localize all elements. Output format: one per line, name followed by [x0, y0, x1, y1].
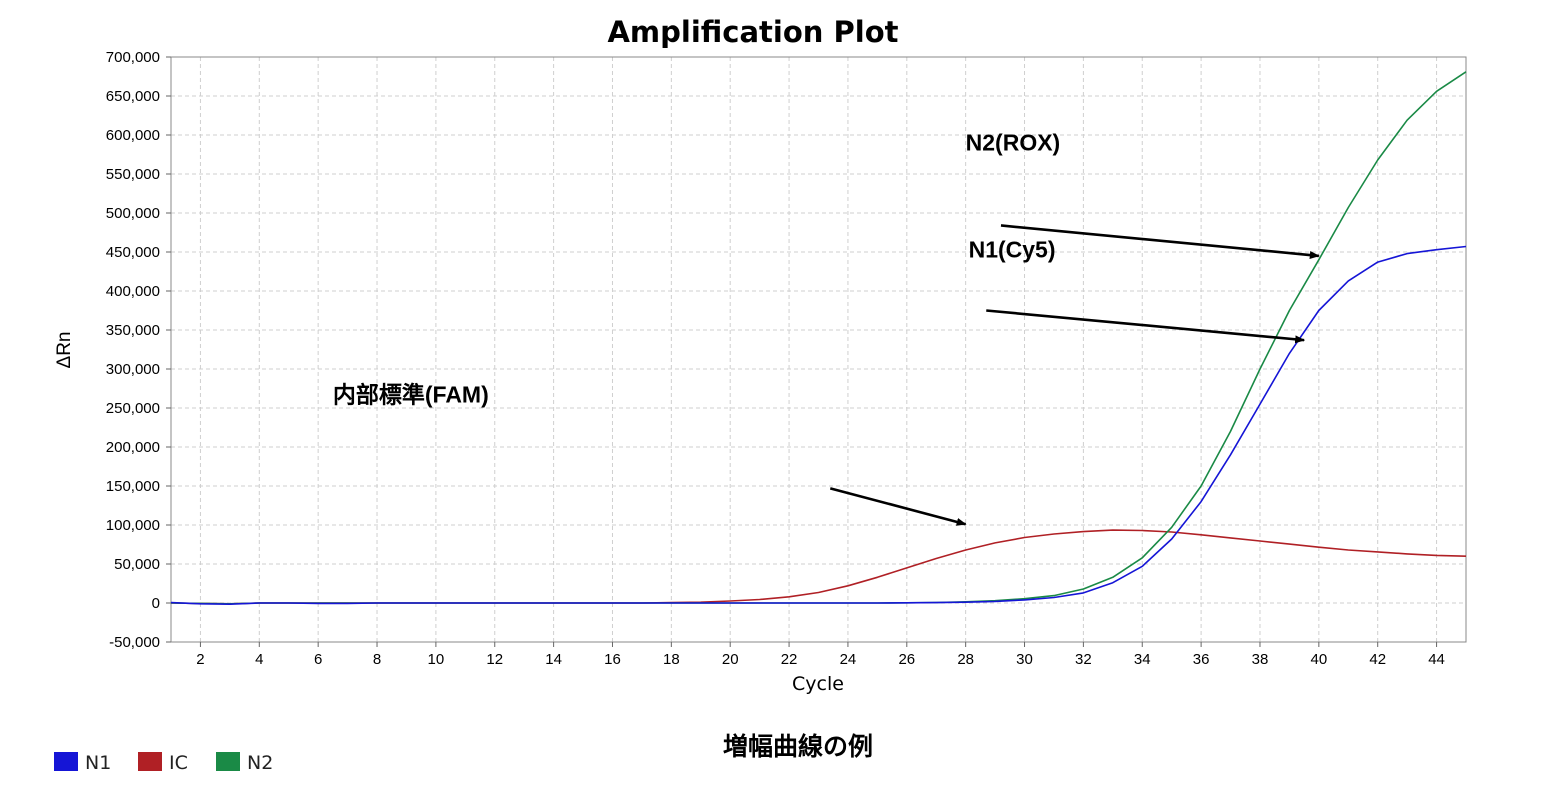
x-tick-label: 4 — [255, 651, 263, 668]
x-tick-label: 34 — [1134, 651, 1151, 668]
annotation-arrow — [829, 487, 967, 526]
x-tick-label: 22 — [781, 651, 798, 668]
x-tick-label: 36 — [1193, 651, 1210, 668]
x-axis-label: Cycle — [792, 673, 844, 695]
legend: N1 IC N2 — [54, 752, 273, 774]
legend-label-n1: N1 — [85, 752, 111, 774]
annotation-arrows — [829, 224, 1320, 526]
x-tick-label: 18 — [663, 651, 680, 668]
annotation-label: 内部標準(FAM) — [333, 382, 489, 408]
x-tick-label: 38 — [1252, 651, 1269, 668]
y-tick-label: -50,000 — [109, 634, 160, 651]
y-tick-label: 150,000 — [106, 478, 160, 495]
x-tick-label: 8 — [373, 651, 381, 668]
figure-caption: 増幅曲線の例 — [723, 732, 873, 761]
series-line-n1 — [170, 245, 1467, 606]
y-tick-label: 50,000 — [114, 556, 160, 573]
legend-swatch-ic — [138, 752, 162, 771]
x-tick-label: 26 — [898, 651, 915, 668]
x-tick-label: 30 — [1016, 651, 1033, 668]
y-tick-label: 700,000 — [106, 49, 160, 66]
x-tick-label: 28 — [957, 651, 974, 668]
x-tick-label: 12 — [486, 651, 503, 668]
legend-swatch-n2 — [216, 752, 240, 771]
y-tick-label: 450,000 — [106, 244, 160, 261]
x-tick-label: 14 — [545, 651, 562, 668]
x-tick-label: 16 — [604, 651, 621, 668]
series-line-ic — [170, 529, 1467, 605]
y-tick-label: 100,000 — [106, 517, 160, 534]
plot-area-border — [170, 56, 1467, 643]
y-tick-label: 0 — [152, 595, 160, 612]
annotations: N2(ROX) N1(Cy5) 内部標準(FAM) — [333, 130, 1060, 408]
series-lines — [170, 71, 1467, 606]
x-tick-label: 44 — [1428, 651, 1445, 668]
y-tick-label: 500,000 — [106, 205, 160, 222]
y-axis-ticks: -50,000 0 50,000 100,000 150,000 200,000 250,0… — [106, 49, 171, 651]
annotation-label: N1(Cy5) — [969, 236, 1056, 262]
x-tick-label: 10 — [428, 651, 445, 668]
legend-swatch-n1 — [54, 752, 78, 771]
x-tick-label: 2 — [196, 651, 204, 668]
y-tick-label: 200,000 — [106, 439, 160, 456]
y-tick-label: 650,000 — [106, 88, 160, 105]
y-tick-label: 550,000 — [106, 166, 160, 183]
x-axis-ticks: 2 4 6 8 10 12 14 16 18 20 22 24 26 28 30 32 34 36 38 40 42 44 — [196, 642, 1445, 668]
y-tick-label: 400,000 — [106, 283, 160, 300]
y-tick-label: 250,000 — [106, 400, 160, 417]
annotation-arrow — [1000, 224, 1320, 260]
x-tick-label: 24 — [840, 651, 857, 668]
y-axis-label: ΔRn — [54, 332, 75, 369]
annotation-arrow — [986, 309, 1306, 344]
grid — [171, 56, 1466, 643]
x-tick-label: 6 — [314, 651, 322, 668]
annotation-label: N2(ROX) — [966, 130, 1061, 156]
y-tick-label: 350,000 — [106, 322, 160, 339]
x-tick-label: 42 — [1369, 651, 1386, 668]
y-tick-label: 600,000 — [106, 127, 160, 144]
chart-title: Amplification Plot — [607, 15, 898, 49]
x-tick-label: 40 — [1310, 651, 1327, 668]
x-tick-label: 20 — [722, 651, 739, 668]
legend-label-ic: IC — [169, 752, 188, 774]
x-tick-label: 32 — [1075, 651, 1092, 668]
y-tick-label: 300,000 — [106, 361, 160, 378]
legend-label-n2: N2 — [247, 752, 273, 774]
